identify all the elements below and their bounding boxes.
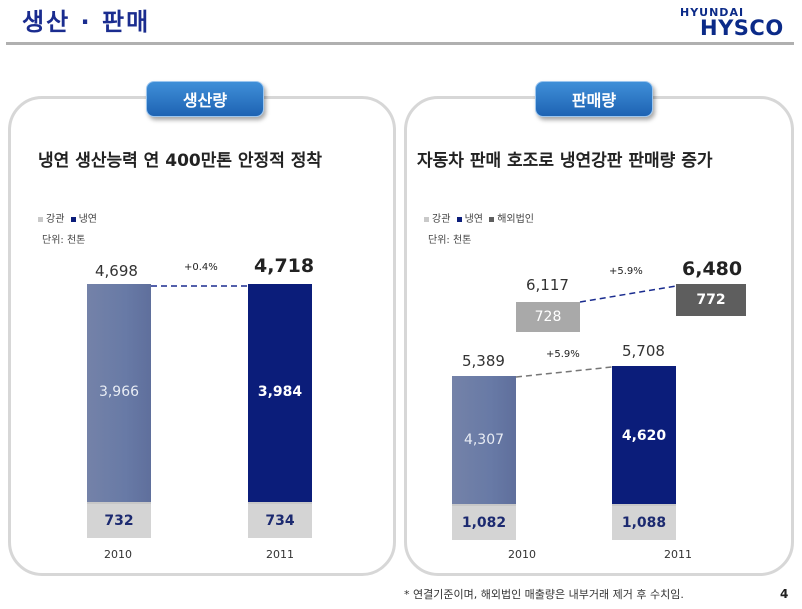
- bar-pipe-2010: 732: [87, 502, 151, 538]
- page-number: 4: [780, 587, 789, 601]
- legend-label-pipe: 강관: [46, 214, 65, 225]
- production-unit: 단위: 천톤: [42, 235, 86, 246]
- legend-swatch-overseas: [489, 216, 495, 222]
- domestic-total-label-2011: 5,708: [622, 342, 665, 360]
- domestic-total-label-2010: 5,389: [462, 352, 505, 370]
- bar-pipe-2011: 734: [248, 502, 312, 538]
- footnote: * 연결기준이며, 해외법인 매출량은 내부거래 제거 후 수치임.: [404, 588, 684, 601]
- title-divider: [6, 42, 794, 45]
- bar-cold-2010: [87, 284, 151, 502]
- legend-label-cold: 냉연: [464, 214, 483, 225]
- legend-swatch-cold: [456, 216, 462, 222]
- legend-swatch-pipe: [424, 216, 429, 222]
- production-tab[interactable]: 생산량: [146, 81, 264, 117]
- grand-total-label-2010: 6,117: [526, 276, 569, 294]
- cold-label-2011: 3,984: [257, 384, 303, 400]
- sales-growth-pct-top: +5.9%: [609, 266, 643, 277]
- legend-label-overseas: 해외법인: [497, 214, 534, 225]
- legend-label-cold: 냉연: [78, 214, 97, 225]
- sales-year-label-2010: 2010: [508, 548, 536, 561]
- legend-swatch-pipe: [38, 216, 43, 222]
- sales-tab[interactable]: 판매량: [535, 81, 653, 117]
- grand-total-label-2011: 6,480: [682, 258, 743, 280]
- page-title: 생산 · 판매: [22, 8, 151, 36]
- cold-sales-label-2011: 4,620: [621, 428, 667, 444]
- bar-cold-2011: [248, 284, 312, 502]
- legend-swatch-cold: [70, 216, 76, 222]
- total-label-2010: 4,698: [95, 262, 138, 280]
- year-label-2011: 2011: [266, 548, 294, 561]
- sales-headline: 자동차 판매 호조로 냉연강판 판매량 증가: [417, 151, 713, 171]
- logo-hyundai: HYUNDAI: [680, 6, 745, 19]
- year-label-2010: 2010: [104, 548, 132, 561]
- production-headline: 냉연 생산능력 연 400만톤 안정적 정착: [38, 151, 323, 171]
- sales-legend: 강관 냉연 해외법인: [424, 210, 534, 225]
- cold-sales-label-2010: 4,307: [463, 432, 505, 448]
- bar-overseas-2011: 772: [676, 284, 746, 316]
- total-label-2011: 4,718: [254, 255, 315, 277]
- bar-overseas-2010: 728: [516, 302, 580, 332]
- production-growth-pct: +0.4%: [184, 262, 218, 273]
- sales-unit: 단위: 천톤: [428, 235, 472, 246]
- production-legend: 강관 냉연: [38, 210, 97, 225]
- sales-growth-pct-mid: +5.9%: [546, 349, 580, 360]
- legend-label-pipe: 강관: [432, 214, 451, 225]
- cold-label-2010: 3,966: [98, 384, 140, 400]
- bar-cold-sales-2011: [612, 366, 676, 504]
- sales-year-label-2011: 2011: [664, 548, 692, 561]
- logo-hysco: HYSCO: [700, 16, 784, 40]
- bar-pipe-sales-2011: 1,088: [612, 504, 676, 540]
- bar-cold-sales-2010: [452, 376, 516, 504]
- bar-pipe-sales-2010: 1,082: [452, 504, 516, 540]
